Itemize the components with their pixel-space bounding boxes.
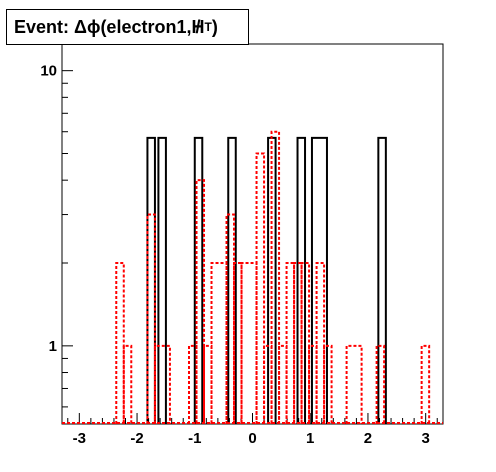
red-dashed-bin	[195, 179, 206, 424]
x-tick-label: 1	[306, 430, 314, 447]
red-dashed-bin	[255, 152, 266, 424]
red-dashed-bin	[203, 344, 213, 424]
title-close: )	[211, 16, 218, 37]
red-dashed-bin	[233, 262, 243, 424]
red-dashed-bin	[293, 262, 303, 424]
red-dashed-bin	[225, 213, 236, 424]
chart-title: Event: Δϕ(electron1, H / T)	[6, 9, 249, 45]
red-dashed-bin	[278, 344, 288, 424]
red-dashed-bin	[153, 344, 171, 424]
black-solid-bin	[310, 136, 328, 424]
black-solid-bin	[296, 136, 307, 424]
black-solid-bin	[227, 136, 237, 424]
histogram-series	[62, 130, 443, 424]
black-solid-bin	[146, 136, 156, 424]
x-tick-label: 3	[422, 430, 430, 447]
title-symbol: H /	[191, 16, 205, 37]
black-solid-bin	[377, 136, 387, 424]
red-dashed-bin	[345, 344, 363, 424]
red-dashed-bin	[308, 344, 318, 424]
red-dashed-bin	[323, 344, 333, 424]
red-dashed-bin	[115, 262, 125, 424]
plot-frame	[61, 43, 444, 425]
red-dashed-bin	[285, 262, 296, 424]
red-dashed-bin	[420, 344, 431, 424]
red-dashed-bin	[188, 344, 198, 424]
chart-title-text: Event: Δϕ(electron1,	[14, 16, 192, 37]
y-tick-label: 10	[40, 63, 57, 80]
x-tick-label: 2	[364, 430, 372, 447]
red-dashed-bin	[270, 130, 281, 424]
x-tick-label: 0	[248, 430, 256, 447]
red-dashed-bin	[315, 262, 326, 424]
black-solid-bin	[193, 136, 204, 424]
title-subscript: T	[204, 20, 212, 34]
x-tick-label: -1	[188, 430, 201, 447]
red-dashed-bin	[375, 344, 386, 424]
x-tick-label: -3	[73, 430, 86, 447]
red-dashed-bin	[146, 213, 156, 424]
black-solid-bin	[157, 136, 167, 424]
red-dashed-bin	[263, 344, 273, 424]
x-tick-label: -2	[130, 430, 143, 447]
y-tick-label: 1	[49, 338, 57, 355]
red-dashed-bin	[122, 344, 133, 424]
red-dashed-bin	[300, 262, 311, 424]
